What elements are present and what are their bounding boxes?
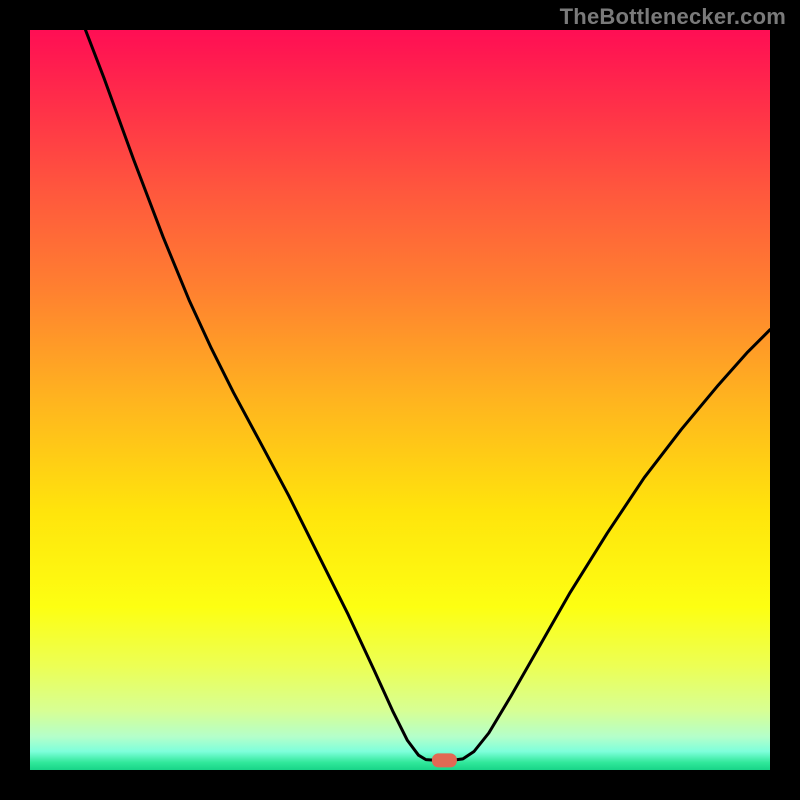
gradient-background	[30, 30, 770, 770]
plot-area	[30, 30, 770, 770]
canvas: TheBottlenecker.com	[0, 0, 800, 800]
min-marker	[432, 754, 456, 767]
plot-svg	[30, 30, 770, 770]
watermark-text: TheBottlenecker.com	[560, 4, 786, 30]
